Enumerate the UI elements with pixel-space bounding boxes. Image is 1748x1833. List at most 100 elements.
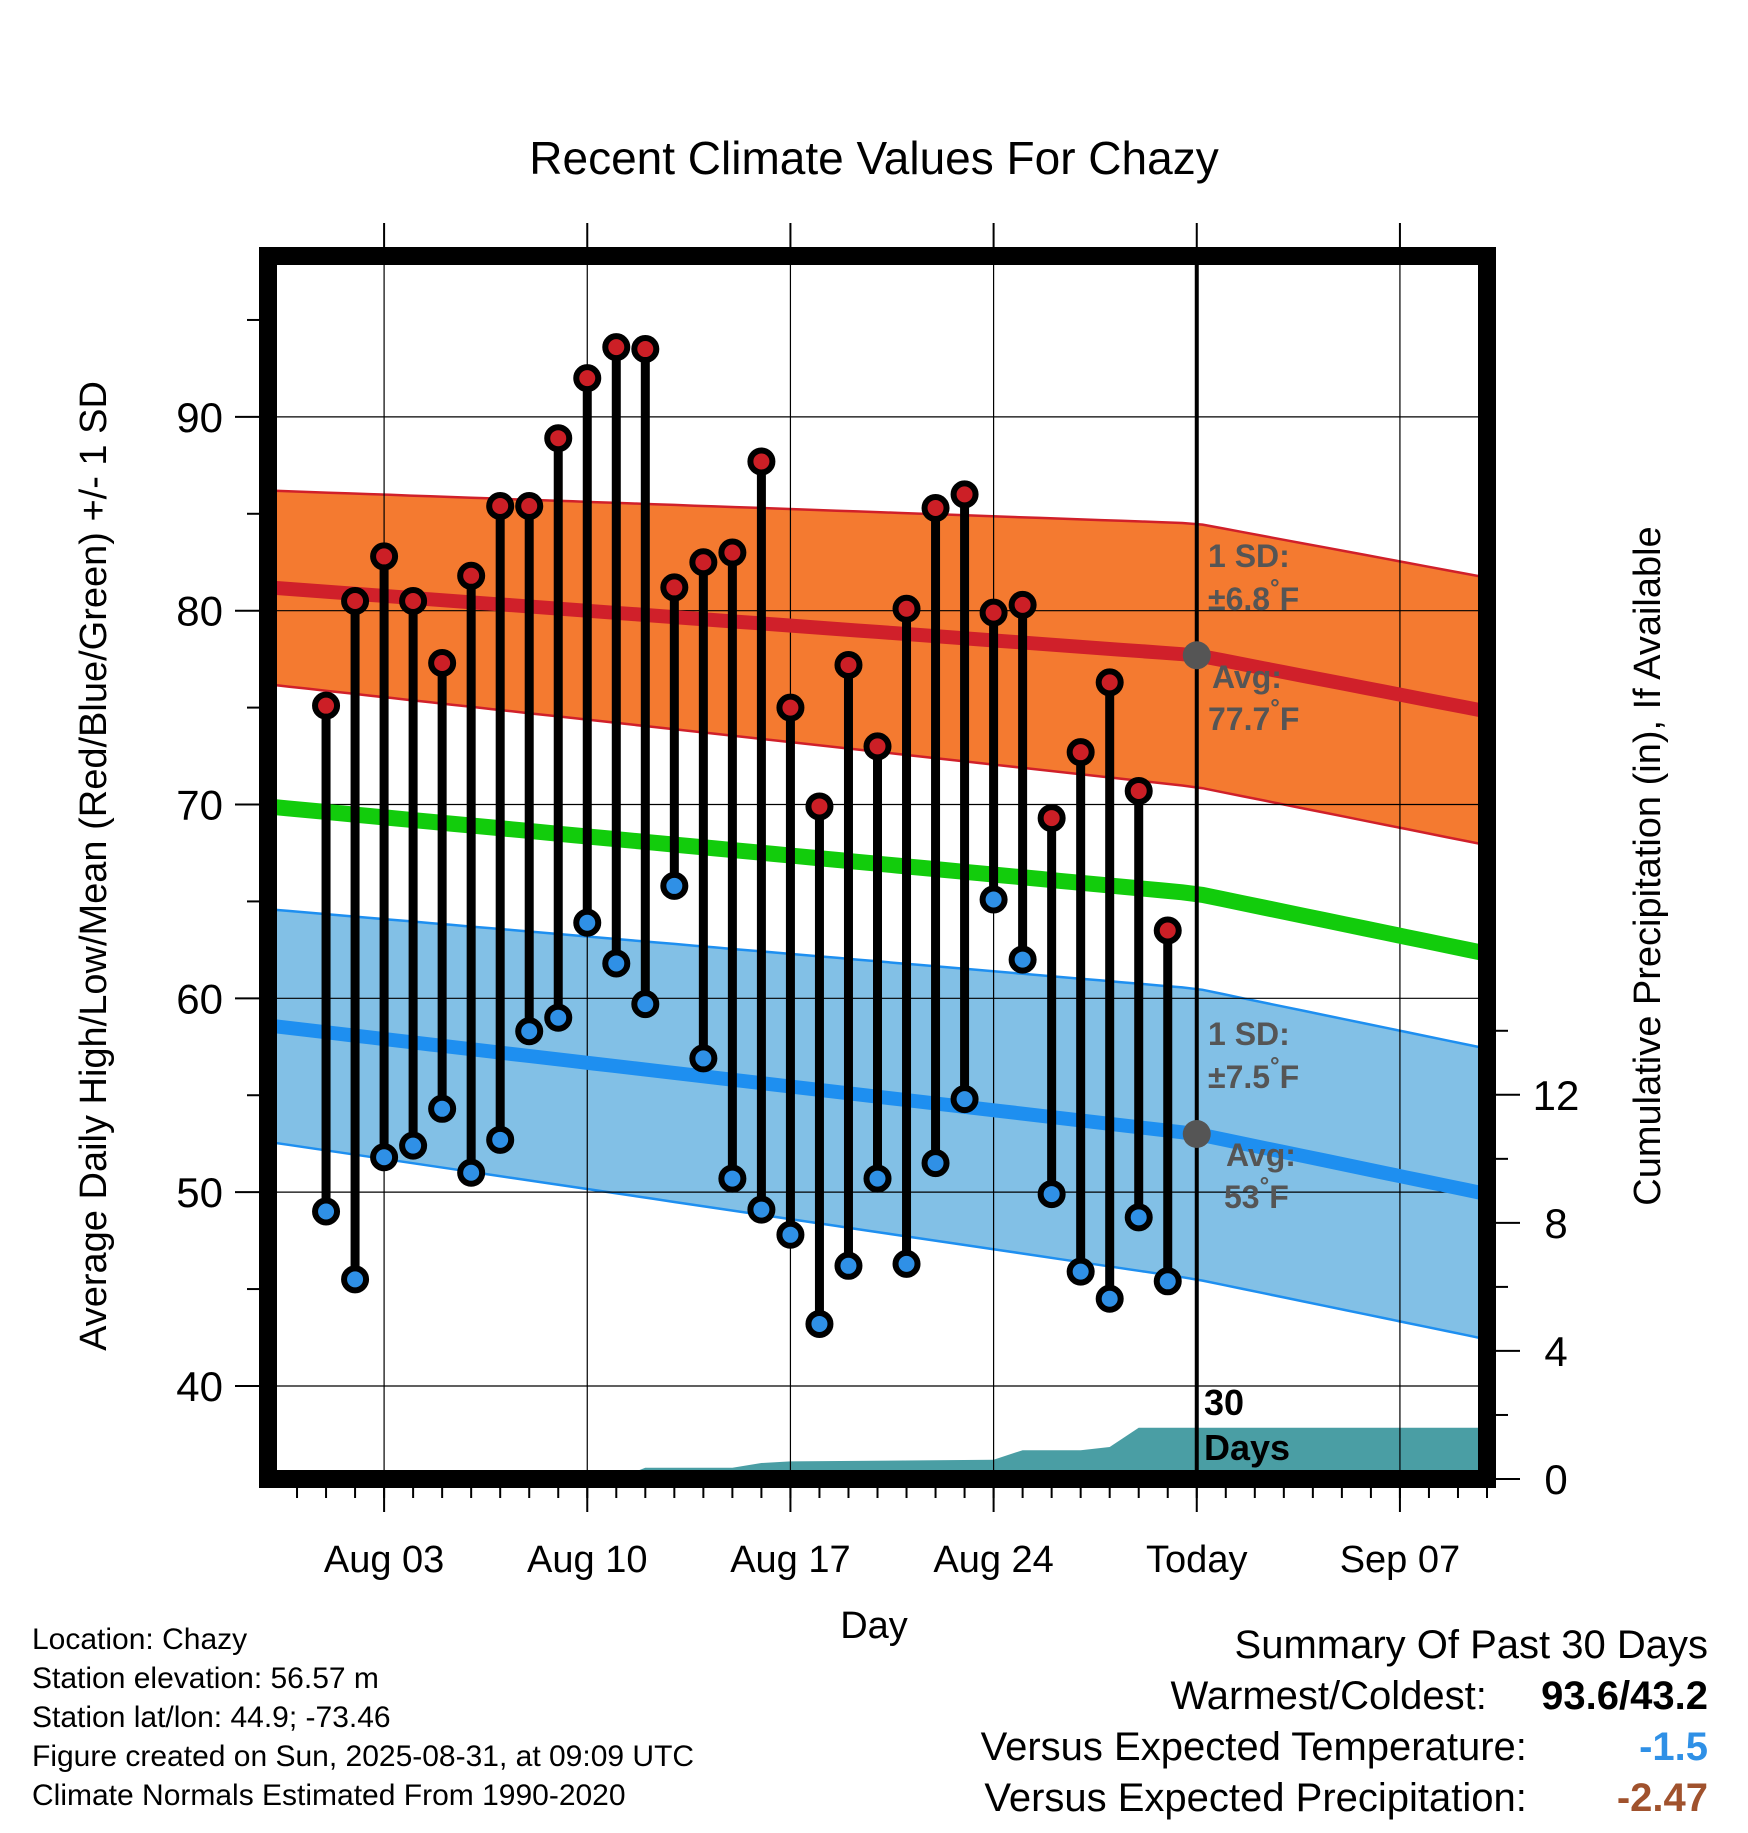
high-point	[1153, 916, 1182, 945]
y2-tick-label: 4	[1544, 1328, 1567, 1375]
high-point	[892, 594, 921, 623]
low-point	[1095, 1284, 1124, 1313]
summary-precip-row: Versus Expected Precipitation: -2.47	[981, 1773, 1708, 1824]
low-point	[544, 1003, 573, 1032]
low-point	[486, 1125, 515, 1154]
high-point	[486, 492, 515, 521]
location-text: Location: Chazy	[32, 1623, 248, 1656]
created-text: Figure created on Sun, 2025-08-31, at 09…	[32, 1740, 695, 1773]
low-point	[689, 1044, 718, 1073]
x-tick-label: Aug 03	[324, 1539, 444, 1581]
low-point	[370, 1143, 399, 1172]
low-point	[1037, 1180, 1066, 1209]
high-point	[1037, 804, 1066, 833]
y-tick-label: 60	[176, 975, 223, 1022]
high-point	[341, 586, 370, 615]
high-point	[370, 542, 399, 571]
low-point	[834, 1251, 863, 1280]
y-tick-label: 40	[176, 1363, 223, 1410]
high-sd-value: ±6.8°F	[1208, 575, 1299, 617]
high-point	[1008, 590, 1037, 619]
y-tick-label: 50	[176, 1169, 223, 1216]
low-point	[1153, 1267, 1182, 1296]
low-point	[660, 871, 689, 900]
high-point	[312, 691, 341, 720]
high-point	[1124, 776, 1153, 805]
low-point	[631, 990, 660, 1019]
low-point	[602, 949, 631, 978]
x-axis-label: Day	[840, 1605, 908, 1647]
x-tick-label: Aug 24	[933, 1539, 1053, 1581]
precip-value: -2.47	[1616, 1776, 1708, 1820]
low-point	[979, 885, 1008, 914]
precip-area	[268, 1427, 1487, 1479]
high-point	[921, 493, 950, 522]
elevation-text: Station elevation: 56.57 m	[32, 1662, 379, 1695]
high-point	[805, 792, 834, 821]
high-point	[776, 693, 805, 722]
high-avg-label: Avg:	[1212, 659, 1282, 695]
x-tick-label: Aug 10	[527, 1539, 647, 1581]
summary-temp-row: Versus Expected Temperature: -1.5	[981, 1722, 1708, 1773]
low-sd-label: 1 SD:	[1208, 1016, 1290, 1052]
high-point	[544, 424, 573, 453]
y2-tick-label: 8	[1544, 1200, 1567, 1247]
today-low-avg-marker	[1182, 1120, 1211, 1149]
high-point	[631, 335, 660, 364]
low-point	[950, 1085, 979, 1114]
low-point	[921, 1149, 950, 1178]
high-point	[834, 650, 863, 679]
warmest-value: 93.6/43.2	[1541, 1674, 1708, 1718]
summary-warmest-row: Warmest/Coldest: 93.6/43.2	[981, 1671, 1709, 1722]
high-point	[1066, 738, 1095, 767]
warmest-label: Warmest/Coldest:	[1170, 1674, 1487, 1718]
temp-value: -1.5	[1639, 1725, 1708, 1769]
high-point	[718, 538, 747, 567]
station-info: Location: Chazy Station elevation: 56.57…	[32, 1620, 694, 1815]
low-point	[341, 1265, 370, 1294]
y2-tick-label: 0	[1544, 1456, 1567, 1503]
high-point	[602, 333, 631, 362]
high-point	[979, 598, 1008, 627]
days-count-label: 30	[1204, 1382, 1244, 1423]
temp-label: Versus Expected Temperature:	[980, 1725, 1527, 1769]
chart-title: Recent Climate Values For Chazy	[529, 132, 1218, 184]
low-point	[1066, 1257, 1095, 1286]
today-high-avg-marker	[1182, 641, 1211, 670]
y-tick-label: 80	[176, 588, 223, 635]
latlon-text: Station lat/lon: 44.9; -73.46	[32, 1701, 391, 1734]
low-point	[863, 1164, 892, 1193]
y2-tick-label: 12	[1533, 1072, 1580, 1119]
low-point	[1124, 1203, 1153, 1232]
high-point	[660, 573, 689, 602]
low-avg-label: Avg:	[1226, 1137, 1296, 1173]
low-avg-value: 53°F	[1224, 1173, 1289, 1215]
days-word-label: Days	[1204, 1427, 1290, 1468]
y2-axis-label: Cumulative Precipitation (in), If Availa…	[1627, 526, 1669, 1205]
high-point	[399, 586, 428, 615]
high-point	[428, 649, 457, 678]
normals-text: Climate Normals Estimated From 1990-2020	[32, 1779, 626, 1812]
low-point	[718, 1164, 747, 1193]
low-sd-value: ±7.5°F	[1208, 1053, 1299, 1095]
low-point	[428, 1094, 457, 1123]
low-point	[457, 1158, 486, 1187]
high-point	[457, 561, 486, 590]
high-point	[573, 364, 602, 393]
x-tick-label: Aug 17	[730, 1539, 850, 1581]
high-avg-value: 77.7°F	[1208, 695, 1299, 737]
low-point	[573, 908, 602, 937]
low-point	[1008, 945, 1037, 974]
x-tick-label: Today	[1146, 1539, 1247, 1581]
high-sd-label: 1 SD:	[1208, 538, 1290, 574]
plot-area	[268, 256, 1487, 1479]
low-point	[747, 1195, 776, 1224]
low-point	[312, 1197, 341, 1226]
plot-frame	[259, 247, 1496, 1488]
low-point	[515, 1017, 544, 1046]
low-point	[892, 1249, 921, 1278]
summary-panel: Summary Of Past 30 Days Warmest/Coldest:…	[981, 1620, 1708, 1824]
high-point	[950, 480, 979, 509]
